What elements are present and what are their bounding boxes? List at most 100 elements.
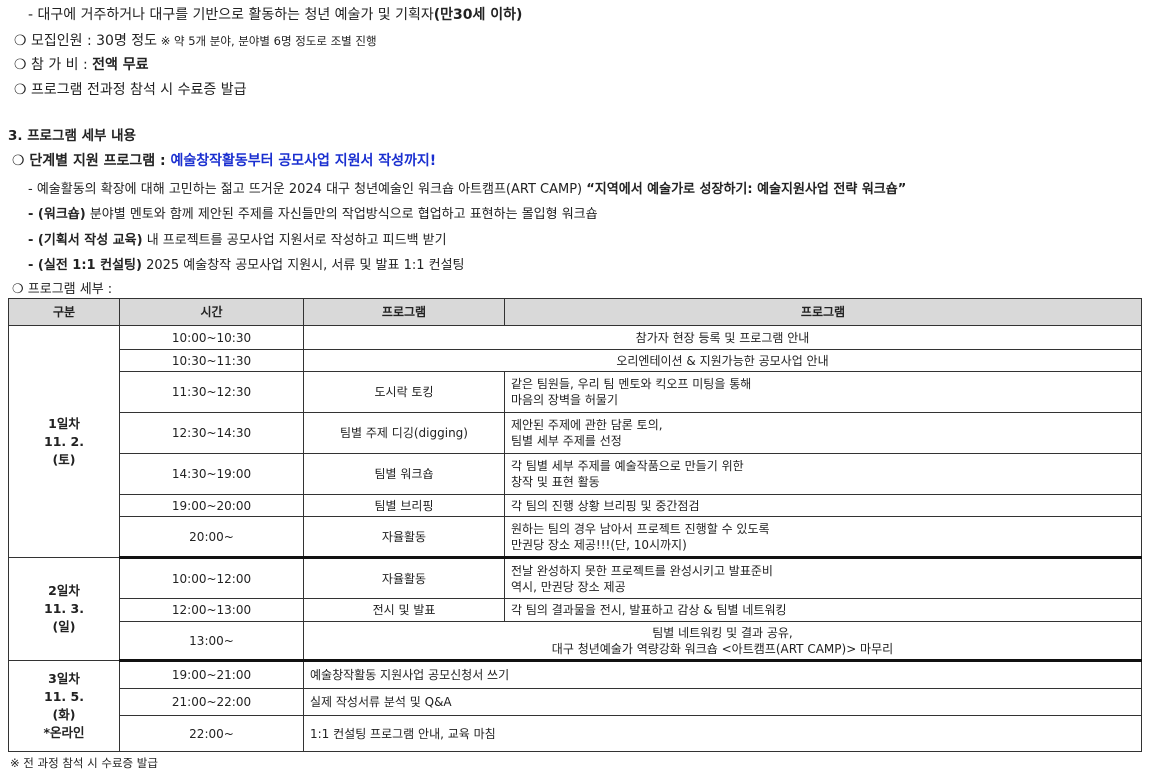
description-line: 마음의 장벽을 허물기 — [511, 393, 618, 407]
time-cell: 19:00~20:00 — [119, 494, 304, 517]
day-label-line: (토) — [52, 451, 76, 467]
description-cell: 각 팀의 진행 상황 브리핑 및 중간점검 — [504, 494, 1142, 517]
description-line: 같은 팀원들, 우리 팀 멘토와 킥오프 미팅을 통해 — [511, 377, 752, 391]
program-cell: 전시 및 발표 — [303, 598, 505, 622]
span-line: 대구 청년예술가 역량강화 워크숍 <아트캠프(ART CAMP)> 마무리 — [551, 641, 894, 656]
time-cell: 11:30~12:30 — [119, 371, 304, 413]
description-line: 제안된 주제에 관한 담론 토의, — [511, 418, 663, 432]
table-row: 1일차 11. 2. (토) 10:00~10:30 참가자 현장 등록 및 프로그램 … — [8, 325, 1142, 558]
desc-line-3: - (기획서 작성 교육) 내 프로젝트를 공모사업 지원서로 작성하고 피드백… — [28, 229, 447, 248]
table-row: 20:00~ 자율활동 원하는 팀의 경우 남아서 프로젝트 진행할 수 있도록 만권… — [9, 516, 1142, 559]
program-span-cell: 참가자 현장 등록 및 프로그램 안내 — [303, 325, 1142, 350]
header-category: 구분 — [8, 298, 120, 326]
program-cell: 팀별 브리핑 — [303, 494, 505, 517]
program-left-cell: 실제 작성서류 분석 및 Q&A — [303, 688, 1142, 716]
day-label-line: 11. 3. — [44, 601, 84, 616]
desc1-text: - 예술활동의 확장에 대해 고민하는 젊고 뜨거운 2024 대구 청년예술인… — [28, 182, 587, 197]
table-row: 22:00~ 1:1 컨설팅 프로그램 안내, 교육 마침 — [9, 715, 1142, 752]
program-span-cell: 팀별 네트워킹 및 결과 공유, 대구 청년예술가 역량강화 워크숍 <아트캠프(… — [303, 621, 1142, 662]
fee-line: ❍ 참 가 비 : 전액 무료 — [14, 54, 149, 74]
span-line: 팀별 네트워킹 및 결과 공유, — [652, 625, 793, 640]
fee-label: ❍ 참 가 비 : — [14, 57, 93, 73]
description-line: 각 팀의 결과물을 전시, 발표하고 감상 & 팀별 네트워킹 — [511, 603, 787, 617]
program-cell: 팀별 주제 디깅(digging) — [303, 412, 505, 454]
support-title: 예술창작활동부터 공모사업 지원서 작성까지! — [170, 153, 437, 169]
time-cell: 10:00~10:30 — [119, 325, 304, 350]
table-row: 10:30~11:30 오리엔테이션 & 지원가능한 공모사업 안내 — [9, 349, 1142, 372]
table-row: 21:00~22:00 실제 작성서류 분석 및 Q&A — [9, 688, 1142, 716]
table-row: 19:00~20:00 팀별 브리핑 각 팀의 진행 상황 브리핑 및 중간점검 — [9, 494, 1142, 517]
description-cell: 제안된 주제에 관한 담론 토의, 팀별 세부 주제를 선정 — [504, 412, 1142, 454]
day-label-cell: 2일차 11. 3. (일) — [8, 557, 120, 661]
age-limit: (만30세 이하) — [433, 7, 523, 23]
desc1-bold: “지역에서 예술가로 성장하기: 예술지원사업 전략 워크숍” — [586, 182, 907, 197]
description-cell: 원하는 팀의 경우 남아서 프로젝트 진행할 수 있도록 만권당 장소 제공!!!… — [504, 516, 1142, 559]
time-cell: 19:00~21:00 — [119, 660, 304, 689]
day-label-cell: 1일차 11. 2. (토) — [8, 325, 120, 558]
time-cell: 22:00~ — [119, 715, 304, 752]
recruit-note: ※ 약 5개 분야, 분야별 6명 정도로 조별 진행 — [157, 34, 377, 48]
table-row: 13:00~ 팀별 네트워킹 및 결과 공유, 대구 청년예술가 역량강화 워크숍 … — [9, 621, 1142, 662]
desc-line-4: - (실전 1:1 컨설팅) 2025 예술창작 공모사업 지원시, 서류 및 … — [28, 254, 465, 273]
recruit-label: ❍ 모집인원 : 30명 정도 — [14, 33, 158, 49]
desc2-bold: - (워크숍) — [28, 207, 86, 222]
description-line: 창작 및 표현 활동 — [511, 475, 600, 489]
support-line: ❍ 단계별 지원 프로그램 : 예술창작활동부터 공모사업 지원서 작성까지! — [12, 150, 436, 170]
time-cell: 13:00~ — [119, 621, 304, 662]
description-line: 각 팀의 진행 상황 브리핑 및 중간점검 — [511, 498, 700, 513]
day-label-line: 3일차 — [48, 671, 80, 686]
time-cell: 10:00~12:00 — [119, 557, 304, 599]
time-cell: 21:00~22:00 — [119, 688, 304, 716]
time-cell: 12:00~13:00 — [119, 598, 304, 622]
desc3-bold: - (기획서 작성 교육) — [28, 233, 143, 248]
description-line: 전날 완성하지 못한 프로젝트를 완성시키고 발표준비 — [511, 563, 773, 578]
desc-line-2: - (워크숍) 분야별 멘토와 함께 제안된 주제를 자신들만의 작업방식으로 … — [28, 203, 598, 222]
table-row: 12:30~14:30 팀별 주제 디깅(digging) 제안된 주제에 관한 담… — [9, 412, 1142, 454]
section-heading: 3. 프로그램 세부 내용 — [8, 128, 136, 144]
table-row: 3일차 11. 5. (화) *온라인 19:00~21:00 예술창작활동 지원사업 공… — [8, 660, 1142, 752]
program-left-cell: 예술창작활동 지원사업 공모신청서 쓰기 — [303, 660, 1142, 689]
description-line: 역시, 만권당 장소 제공 — [511, 579, 626, 594]
header-program-detail: 프로그램 — [504, 298, 1142, 326]
program-left-cell: 1:1 컨설팅 프로그램 안내, 교육 마침 — [303, 715, 1142, 752]
program-cell: 팀별 워크숍 — [303, 453, 505, 495]
description-cell: 전날 완성하지 못한 프로젝트를 완성시키고 발표준비 역시, 만권당 장소 제공 — [504, 557, 1142, 599]
header-time: 시간 — [119, 298, 304, 326]
target-text: - 대구에 거주하거나 대구를 기반으로 활동하는 청년 예술가 및 기획자 — [28, 7, 434, 23]
table-row: 14:30~19:00 팀별 워크숍 각 팀별 세부 주제를 예술작품으로 만들기 … — [9, 453, 1142, 495]
table-row: 2일차 11. 3. (일) 10:00~12:00 자율활동 전날 완성하지 못한 프로… — [8, 557, 1142, 661]
time-cell: 12:30~14:30 — [119, 412, 304, 454]
description-line: 원하는 팀의 경우 남아서 프로젝트 진행할 수 있도록 — [511, 521, 770, 536]
description-line: 만권당 장소 제공!!!(단, 10시까지) — [511, 537, 687, 552]
table-row: 11:30~12:30 도시락 토킹 같은 팀원들, 우리 팀 멘토와 킥오프 미팅… — [9, 371, 1142, 413]
recruit-line: ❍ 모집인원 : 30명 정도 ※ 약 5개 분야, 분야별 6명 정도로 조별… — [14, 30, 377, 50]
detail-label: ❍ 프로그램 세부 : — [12, 282, 113, 297]
program-cell: 자율활동 — [303, 557, 505, 599]
description-cell: 각 팀의 결과물을 전시, 발표하고 감상 & 팀별 네트워킹 — [504, 598, 1142, 622]
day-label-line: 1일차 — [48, 415, 80, 431]
program-cell: 자율활동 — [303, 516, 505, 559]
support-label: ❍ 단계별 지원 프로그램 : — [12, 153, 171, 169]
desc-line-1: - 예술활동의 확장에 대해 고민하는 젊고 뜨거운 2024 대구 청년예술인… — [28, 178, 906, 197]
time-cell: 20:00~ — [119, 516, 304, 559]
desc4-text: 2025 예술창작 공모사업 지원시, 서류 및 발표 1:1 컨설팅 — [141, 258, 465, 273]
table-row: 12:00~13:00 전시 및 발표 각 팀의 결과물을 전시, 발표하고 감상 … — [9, 598, 1142, 622]
day-label-line: (일) — [52, 619, 76, 634]
certificate-line: ❍ 프로그램 전과정 참석 시 수료증 발급 — [14, 82, 247, 98]
time-cell: 10:30~11:30 — [119, 349, 304, 372]
day-label-line: *온라인 — [43, 725, 85, 740]
fee-value: 전액 무료 — [92, 57, 149, 73]
desc4-bold: - (실전 1:1 컨설팅) — [28, 258, 142, 273]
day-label-cell: 3일차 11. 5. (화) *온라인 — [8, 660, 120, 752]
day-label-line: 2일차 — [48, 583, 80, 598]
day-label-line: (화) — [52, 707, 76, 722]
footnote: ※ 전 과정 참석 시 수료증 발급 — [10, 756, 158, 770]
header-program: 프로그램 — [303, 298, 505, 326]
schedule-table: 구분 시간 프로그램 프로그램 1일차 11. 2. (토) 10:00~10:30 참… — [8, 298, 1142, 752]
day-label-line: 11. 5. — [44, 689, 84, 704]
target-line: - 대구에 거주하거나 대구를 기반으로 활동하는 청년 예술가 및 기획자(만… — [28, 4, 522, 24]
program-span-cell: 오리엔테이션 & 지원가능한 공모사업 안내 — [303, 349, 1142, 372]
time-cell: 14:30~19:00 — [119, 453, 304, 495]
description-cell: 각 팀별 세부 주제를 예술작품으로 만들기 위한 창작 및 표현 활동 — [504, 453, 1142, 495]
